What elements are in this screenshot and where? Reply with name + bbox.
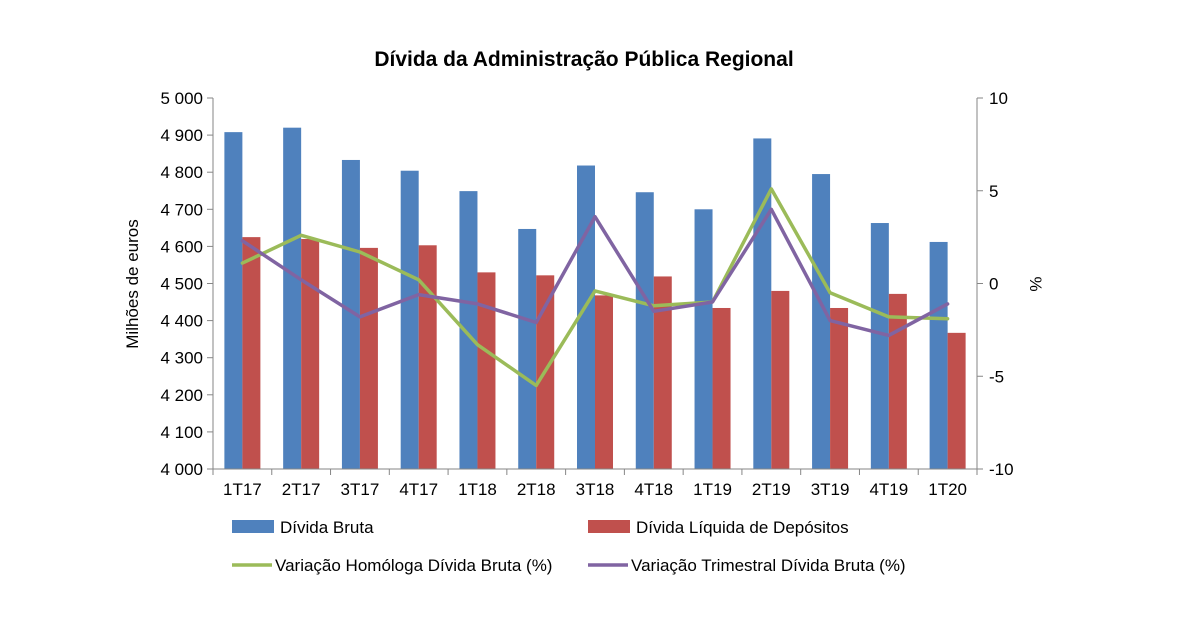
line-variacao-homologa: [240, 187, 950, 388]
bar-divida-bruta: [870, 223, 889, 469]
bar-divida-liquida: [301, 238, 320, 469]
x-tick-label: 4T18: [634, 480, 673, 499]
x-tick-label: 1T20: [928, 480, 967, 499]
bar-divida-liquida: [418, 245, 437, 469]
legend-item-divida-bruta: Dívida Bruta: [232, 518, 374, 537]
bar-divida-liquida: [947, 332, 966, 469]
y2-tick-label: 5: [989, 182, 998, 201]
y-tick-label: 4 000: [160, 460, 203, 479]
bar-divida-bruta: [459, 191, 478, 469]
x-tick-label: 4T17: [399, 480, 438, 499]
bar-divida-bruta: [929, 241, 948, 469]
bar-divida-liquida: [888, 293, 907, 469]
chart-title: Dívida da Administração Pública Regional: [374, 48, 793, 71]
y-tick-label: 4 300: [160, 349, 203, 368]
legend-label: Variação Homóloga Dívida Bruta (%): [275, 556, 552, 575]
bar-divida-bruta: [224, 132, 243, 469]
y2-tick-label: -5: [989, 367, 1004, 386]
axes: 4 000 4 100 4 200 4 300 4 400 4 500 4 600 4 700…: [160, 89, 1013, 499]
y2-tick-label: -10: [989, 460, 1014, 479]
bar-divida-liquida: [712, 307, 731, 469]
legend-swatch: [588, 520, 630, 533]
y-tick-label: 4 500: [160, 275, 203, 294]
bar-divida-bruta: [694, 209, 713, 470]
bar-divida-liquida: [653, 276, 672, 469]
x-tick-label: 1T17: [223, 480, 262, 499]
y-tick-label: 4 900: [160, 126, 203, 145]
x-tick-label: 3T18: [576, 480, 615, 499]
legend-label: Dívida Bruta: [280, 518, 374, 537]
legend-label: Dívida Líquida de Depósitos: [636, 518, 849, 537]
bar-divida-liquida: [595, 295, 613, 469]
bar-divida-liquida: [477, 272, 496, 469]
x-tick-label: 2T18: [517, 480, 556, 499]
y-tick-label: 4 800: [160, 163, 203, 182]
y-tick-label: 4 100: [160, 423, 203, 442]
bar-divida-bruta: [812, 174, 831, 469]
x-tick-label: 1T19: [693, 480, 732, 499]
x-tick-label: 2T17: [282, 480, 321, 499]
bar-divida-bruta: [400, 170, 419, 469]
y2-axis-label: %: [1026, 276, 1045, 291]
y-tick-label: 4 600: [160, 237, 203, 256]
bar-divida-liquida: [242, 237, 261, 469]
legend-swatch: [232, 520, 274, 533]
bar-divida-bruta: [518, 228, 537, 469]
lines: [240, 187, 950, 388]
legend-label: Variação Trimestral Dívida Bruta (%): [631, 556, 906, 575]
legend: Dívida Bruta Dívida Líquida de Depósitos V…: [232, 518, 906, 575]
y-tick-label: 4 400: [160, 312, 203, 331]
bar-divida-bruta: [635, 192, 654, 469]
x-tick-label: 1T18: [458, 480, 497, 499]
bars: [224, 127, 966, 470]
y2-tick-label: 0: [989, 275, 998, 294]
legend-item-divida-liquida: Dívida Líquida de Depósitos: [588, 518, 849, 537]
y-tick-label: 4 700: [160, 200, 203, 219]
bar-divida-bruta: [341, 159, 360, 469]
bar-divida-liquida: [359, 247, 378, 469]
x-tick-label: 4T19: [869, 480, 908, 499]
x-tick-label: 2T19: [752, 480, 791, 499]
bar-divida-liquida: [830, 307, 849, 469]
bar-divida-bruta: [283, 127, 302, 470]
y-axis-label: Milhões de euros: [123, 219, 142, 348]
x-tick-label: 3T19: [811, 480, 850, 499]
legend-item-variacao-homologa: Variação Homóloga Dívida Bruta (%): [232, 556, 552, 575]
y2-tick-label: 10: [989, 89, 1008, 108]
y-tick-label: 4 200: [160, 386, 203, 405]
legend-item-variacao-trimestral: Variação Trimestral Dívida Bruta (%): [588, 556, 906, 575]
line-variacao-trimestral: [240, 207, 950, 338]
x-tick-label: 3T17: [341, 480, 380, 499]
bar-divida-liquida: [771, 290, 790, 469]
y-tick-label: 5 000: [160, 89, 203, 108]
bar-divida-bruta: [753, 138, 772, 469]
